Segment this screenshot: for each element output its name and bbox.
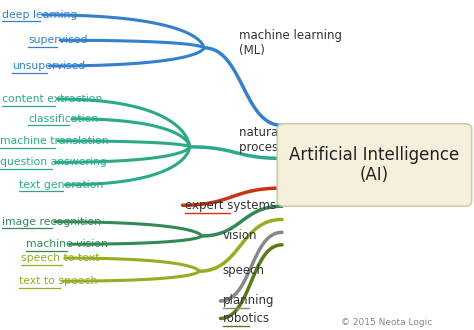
Text: machine translation: machine translation bbox=[0, 136, 109, 146]
Text: question answering: question answering bbox=[0, 157, 107, 167]
Text: text to speech: text to speech bbox=[19, 276, 97, 286]
Text: natural language
processing (NLP): natural language processing (NLP) bbox=[239, 126, 341, 154]
Text: machine vision: machine vision bbox=[26, 239, 108, 249]
Text: machine learning
(ML): machine learning (ML) bbox=[239, 29, 342, 57]
Text: vision: vision bbox=[223, 229, 257, 243]
Text: supervised: supervised bbox=[28, 35, 88, 45]
Text: © 2015 Neota Logic: © 2015 Neota Logic bbox=[341, 318, 433, 327]
Text: classification: classification bbox=[28, 114, 99, 124]
Text: robotics: robotics bbox=[223, 312, 270, 325]
Text: planning: planning bbox=[223, 294, 274, 308]
Text: speech to text: speech to text bbox=[21, 253, 100, 263]
Text: unsupervised: unsupervised bbox=[12, 61, 85, 71]
Text: Artificial Intelligence
(AI): Artificial Intelligence (AI) bbox=[289, 146, 460, 184]
Text: text generation: text generation bbox=[19, 180, 103, 190]
Text: expert systems: expert systems bbox=[185, 199, 276, 212]
Text: deep learning: deep learning bbox=[2, 10, 78, 20]
Text: image recognition: image recognition bbox=[2, 217, 101, 227]
Text: speech: speech bbox=[223, 264, 265, 277]
FancyBboxPatch shape bbox=[277, 124, 472, 206]
Text: content extraction: content extraction bbox=[2, 94, 103, 104]
